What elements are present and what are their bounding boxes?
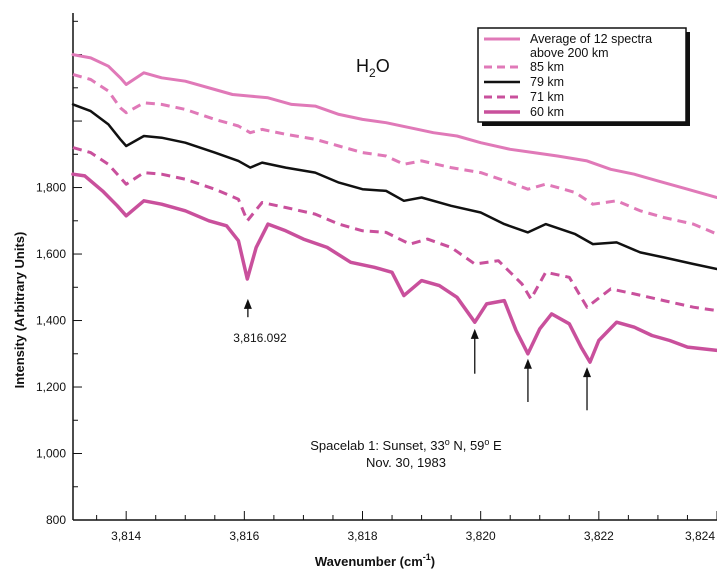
x-axis: 3,814 3,816 3,818 3,820 3,822 3,824 bbox=[96, 511, 717, 543]
x-tick-label: 3,816 bbox=[229, 529, 259, 543]
series-line-3 bbox=[71, 103, 717, 271]
note-mid: N, 59 bbox=[450, 438, 485, 453]
legend-label-line2: above 200 km bbox=[530, 46, 609, 60]
y-tick-label: 800 bbox=[46, 513, 66, 527]
legend-label: 60 km bbox=[530, 105, 564, 119]
observation-date: Nov. 30, 1983 bbox=[366, 455, 446, 470]
molecule-label-h: H bbox=[356, 56, 369, 76]
x-axis-title-main: Wavenumber (cm bbox=[315, 554, 423, 569]
x-tick-label: 3,814 bbox=[111, 529, 141, 543]
series-line-2 bbox=[72, 73, 717, 236]
x-tick-label: 3,820 bbox=[466, 529, 496, 543]
y-tick-label: 1,400 bbox=[36, 314, 66, 328]
observation-note: Spacelab 1: Sunset, 33o N, 59o E bbox=[310, 437, 502, 453]
arrow-head bbox=[523, 358, 532, 369]
series-layer bbox=[71, 53, 717, 364]
y-axis: 800 1,000 1,200 1,400 1,600 1,800 bbox=[36, 20, 82, 527]
annotation-arrows bbox=[243, 298, 592, 411]
series-line-1 bbox=[71, 53, 717, 199]
note-deg1: o bbox=[445, 437, 450, 447]
plot-frame bbox=[72, 13, 717, 521]
x-tick-label: 3,824 bbox=[685, 529, 715, 543]
legend-box bbox=[477, 27, 687, 123]
x-tick-label: 3,818 bbox=[347, 529, 377, 543]
x-axis-title-sup: -1 bbox=[423, 552, 431, 562]
arrow-head bbox=[243, 298, 252, 309]
note-post: E bbox=[489, 438, 502, 453]
arrow-head bbox=[583, 367, 592, 378]
note-pre: Spacelab 1: Sunset, 33 bbox=[310, 438, 444, 453]
series-line-4 bbox=[72, 146, 717, 313]
legend-label: 79 km bbox=[530, 75, 564, 89]
molecule-label-sub: 2 bbox=[369, 66, 376, 80]
x-tick-label: 3,822 bbox=[584, 529, 614, 543]
x-axis-title: Wavenumber (cm-1) bbox=[315, 552, 435, 569]
series-line-5 bbox=[71, 172, 717, 364]
x-axis-title-tail: ) bbox=[431, 554, 435, 569]
y-tick-label: 1,000 bbox=[36, 447, 66, 461]
y-axis-title: Intensity (Arbitrary Units) bbox=[12, 232, 27, 389]
y-tick-label: 1,800 bbox=[36, 181, 66, 195]
legend-label: Average of 12 spectra bbox=[530, 32, 652, 46]
legend-label: 85 km bbox=[530, 60, 564, 74]
y-tick-label: 1,200 bbox=[36, 380, 66, 394]
arrow-head bbox=[470, 328, 479, 339]
peak-label: 3,816.092 bbox=[233, 331, 287, 345]
legend-label: 71 km bbox=[530, 90, 564, 104]
molecule-label-o: O bbox=[376, 56, 390, 76]
y-tick-label: 1,600 bbox=[36, 247, 66, 261]
note-deg2: o bbox=[484, 437, 489, 447]
molecule-label: H2O bbox=[356, 56, 390, 80]
